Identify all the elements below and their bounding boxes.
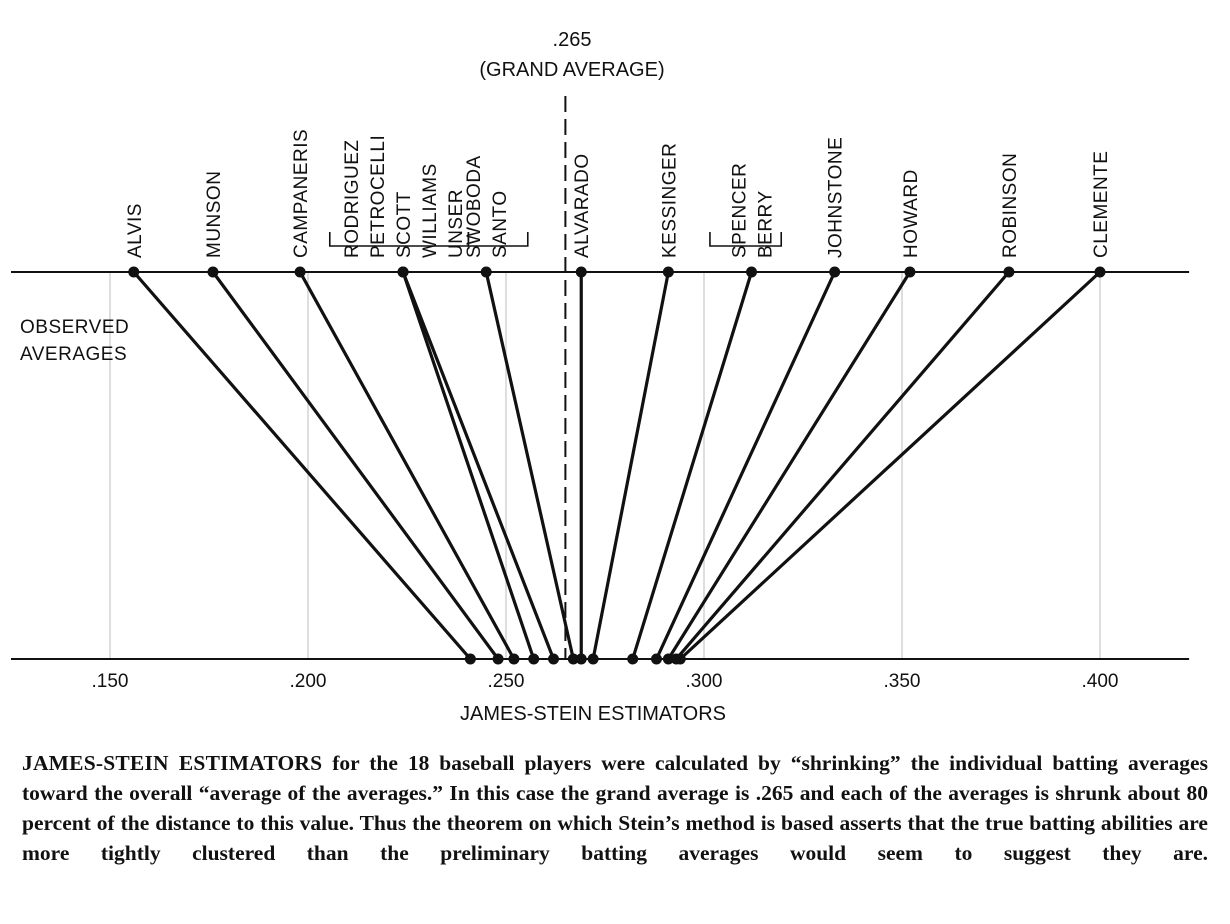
observed-averages-label: OBSERVED AVERAGES bbox=[20, 317, 135, 365]
tick-labels: .150 .200 .250 .300 .350 .400 bbox=[92, 671, 1119, 692]
observed-point-8 bbox=[746, 266, 758, 278]
shrinkage-line-7 bbox=[591, 270, 670, 661]
shrinkage-line-10 bbox=[666, 270, 912, 661]
shrinkage-line-0 bbox=[132, 270, 472, 661]
observed-label-line-1: OBSERVED bbox=[20, 317, 129, 338]
player-label-3-4: UNSER bbox=[446, 189, 467, 258]
label-bracket-7 bbox=[709, 232, 783, 247]
player-label-3-3: WILLIAMS bbox=[420, 163, 441, 258]
x-tick-label-4: .350 bbox=[884, 671, 921, 692]
caption-line-5: more tightly clustered than the prelimin… bbox=[22, 841, 1208, 865]
player-label-9-0: HOWARD bbox=[901, 169, 922, 258]
observed-point-7 bbox=[662, 266, 674, 278]
observed-point-9 bbox=[829, 266, 841, 278]
shrinkage-line-4 bbox=[401, 270, 556, 661]
player-label-1-0: MUNSON bbox=[204, 171, 225, 258]
figure-caption: JAMES-STEIN ESTIMATORS for the 18 baseba… bbox=[22, 748, 1208, 868]
x-tick-label-3: .300 bbox=[686, 671, 723, 692]
player-label-7-0: SPENCER bbox=[730, 163, 751, 258]
player-label-8-0: JOHNSTONE bbox=[826, 137, 847, 258]
shrinkage-line-11 bbox=[674, 270, 1011, 661]
shrinkage-lines bbox=[132, 270, 1102, 661]
player-label-10-0: ROBINSON bbox=[1000, 153, 1021, 258]
shrinkage-line-8 bbox=[631, 270, 754, 661]
shrinkage-line-5 bbox=[484, 270, 575, 661]
estimate-point-8 bbox=[627, 653, 639, 665]
player-label-6-0: KESSINGER bbox=[659, 143, 680, 258]
x-tick-label-0: .150 bbox=[92, 671, 129, 692]
observed-point-5 bbox=[480, 266, 492, 278]
player-label-2-0: CAMPANERIS bbox=[291, 129, 312, 258]
shrinkage-line-3 bbox=[401, 270, 536, 661]
estimate-point-4 bbox=[548, 653, 560, 665]
x-tick-label-1: .200 bbox=[290, 671, 327, 692]
observed-label-line-2: AVERAGES bbox=[20, 344, 127, 365]
caption-line-1: for the 18 baseball players were calcula… bbox=[332, 751, 940, 775]
grand-average-value: .265 bbox=[553, 29, 592, 51]
observed-point-11 bbox=[1003, 266, 1015, 278]
shrinkage-line-9 bbox=[654, 270, 837, 661]
estimate-point-2 bbox=[508, 653, 520, 665]
estimate-point-12 bbox=[674, 653, 686, 665]
caption-line-3: average is .265 and each of the averages… bbox=[22, 781, 1209, 835]
data-points bbox=[128, 266, 1106, 665]
estimate-point-3 bbox=[528, 653, 540, 665]
player-label-4-0: SWOBODA bbox=[464, 155, 485, 258]
estimate-point-9 bbox=[650, 653, 662, 665]
x-axis-title: JAMES-STEIN ESTIMATORS bbox=[460, 703, 726, 725]
player-label-11-0: CLEMENTE bbox=[1091, 151, 1112, 258]
estimate-point-10 bbox=[662, 653, 674, 665]
caption-line-4: Thus the theorem on which Stein’s method… bbox=[359, 811, 1208, 835]
observed-point-10 bbox=[904, 266, 916, 278]
observed-point-12 bbox=[1094, 266, 1106, 278]
caption-lead: JAMES-STEIN ESTIMATORS bbox=[22, 751, 323, 775]
label-bracket-4 bbox=[467, 232, 529, 247]
x-tick-label-5: .400 bbox=[1082, 671, 1119, 692]
player-label-3-1: PETROCELLI bbox=[368, 135, 389, 258]
shrinkage-line-12 bbox=[678, 270, 1102, 661]
player-label-3-2: SCOTT bbox=[394, 191, 415, 258]
observed-point-0 bbox=[128, 266, 140, 278]
grand-average-label: (GRAND AVERAGE) bbox=[479, 59, 664, 81]
x-tick-label-2: .250 bbox=[488, 671, 525, 692]
player-label-0-0: ALVIS bbox=[125, 203, 146, 258]
observed-point-4 bbox=[397, 266, 409, 278]
estimate-point-0 bbox=[464, 653, 476, 665]
estimate-point-5 bbox=[567, 653, 579, 665]
player-label-5-0: ALVARADO bbox=[572, 153, 593, 258]
axes bbox=[11, 96, 1190, 660]
player-label-4-1: SANTO bbox=[490, 190, 511, 258]
shrinkage-line-1 bbox=[211, 270, 500, 661]
shrinkage-line-2 bbox=[298, 270, 516, 661]
observed-point-1 bbox=[207, 266, 219, 278]
observed-point-6 bbox=[575, 266, 587, 278]
shrinkage-chart: ALVIS MUNSON CAMPANERIS RODRIGUEZ PETROCELLI… bbox=[11, 29, 1190, 725]
player-label-3-0: RODRIGUEZ bbox=[342, 140, 363, 259]
player-labels: ALVIS MUNSON CAMPANERIS RODRIGUEZ PETROCELLI… bbox=[125, 129, 1112, 258]
observed-point-2 bbox=[294, 266, 306, 278]
estimate-point-7 bbox=[587, 653, 599, 665]
estimate-point-1 bbox=[492, 653, 504, 665]
caption-line-2: individual batting averages toward the o… bbox=[22, 751, 1208, 805]
estimate-point-6 bbox=[575, 653, 587, 665]
grid-lines bbox=[109, 272, 1101, 659]
player-label-7-1: BERRY bbox=[756, 190, 777, 258]
